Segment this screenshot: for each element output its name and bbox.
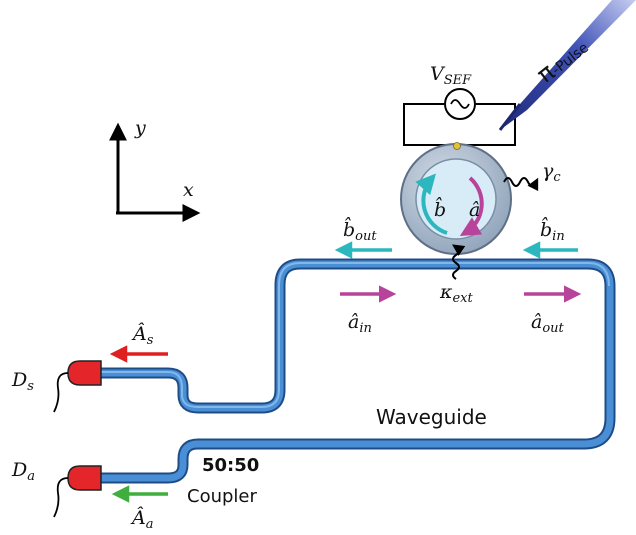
mode-a-label: â	[469, 199, 480, 221]
A-a-label: Âa	[130, 506, 154, 532]
mode-a-arrow	[459, 176, 484, 237]
ring-resonator: b̂ â γc κext	[400, 142, 561, 306]
mode-arrows: b̂out b̂in âin âout Âs Âa	[109, 216, 582, 532]
source-label: VSEF	[430, 63, 472, 88]
detector-s-label: Ds	[11, 369, 34, 394]
voltage-circuit: VSEF	[403, 63, 516, 150]
ring-contact	[453, 142, 461, 150]
x-axis-label: x	[183, 179, 194, 201]
waveguide	[100, 258, 616, 484]
ring-inner	[415, 158, 497, 240]
detector-s: Ds	[11, 360, 102, 413]
pulse-beam	[500, 0, 636, 130]
a-out-label: âout	[531, 311, 565, 336]
sine-icon	[450, 99, 470, 109]
waveguide-core	[100, 260, 614, 482]
detector-s-icon	[67, 360, 102, 386]
a-in-label: âin	[348, 311, 372, 336]
coupling-label: κext	[439, 281, 473, 306]
mode-b-label: b̂	[434, 196, 446, 221]
detector-a-icon	[67, 465, 102, 491]
detector-s-cable	[53, 372, 69, 413]
coupling-wavy-arrow	[452, 244, 466, 280]
coupler-label: Coupler	[187, 486, 257, 507]
detector-a-cable	[53, 477, 69, 518]
detector-a-label: Da	[11, 459, 35, 484]
waveguide-label: Waveguide	[376, 405, 487, 429]
coupler-ratio-label: 50:50	[202, 455, 259, 476]
b-out-label: b̂out	[343, 216, 377, 244]
detector-a: Da	[11, 459, 102, 518]
waveguide-highlight	[100, 262, 610, 408]
b-in-label: b̂in	[540, 216, 565, 244]
loss-label: γc	[542, 160, 561, 185]
axes: y x	[109, 117, 201, 222]
A-s-label: Âs	[131, 322, 154, 348]
loss-wavy-arrow	[503, 177, 539, 192]
pi-pulse: π-Pulse	[498, 0, 636, 131]
mode-b-arrow	[415, 173, 448, 235]
y-axis-label: y	[134, 117, 146, 139]
